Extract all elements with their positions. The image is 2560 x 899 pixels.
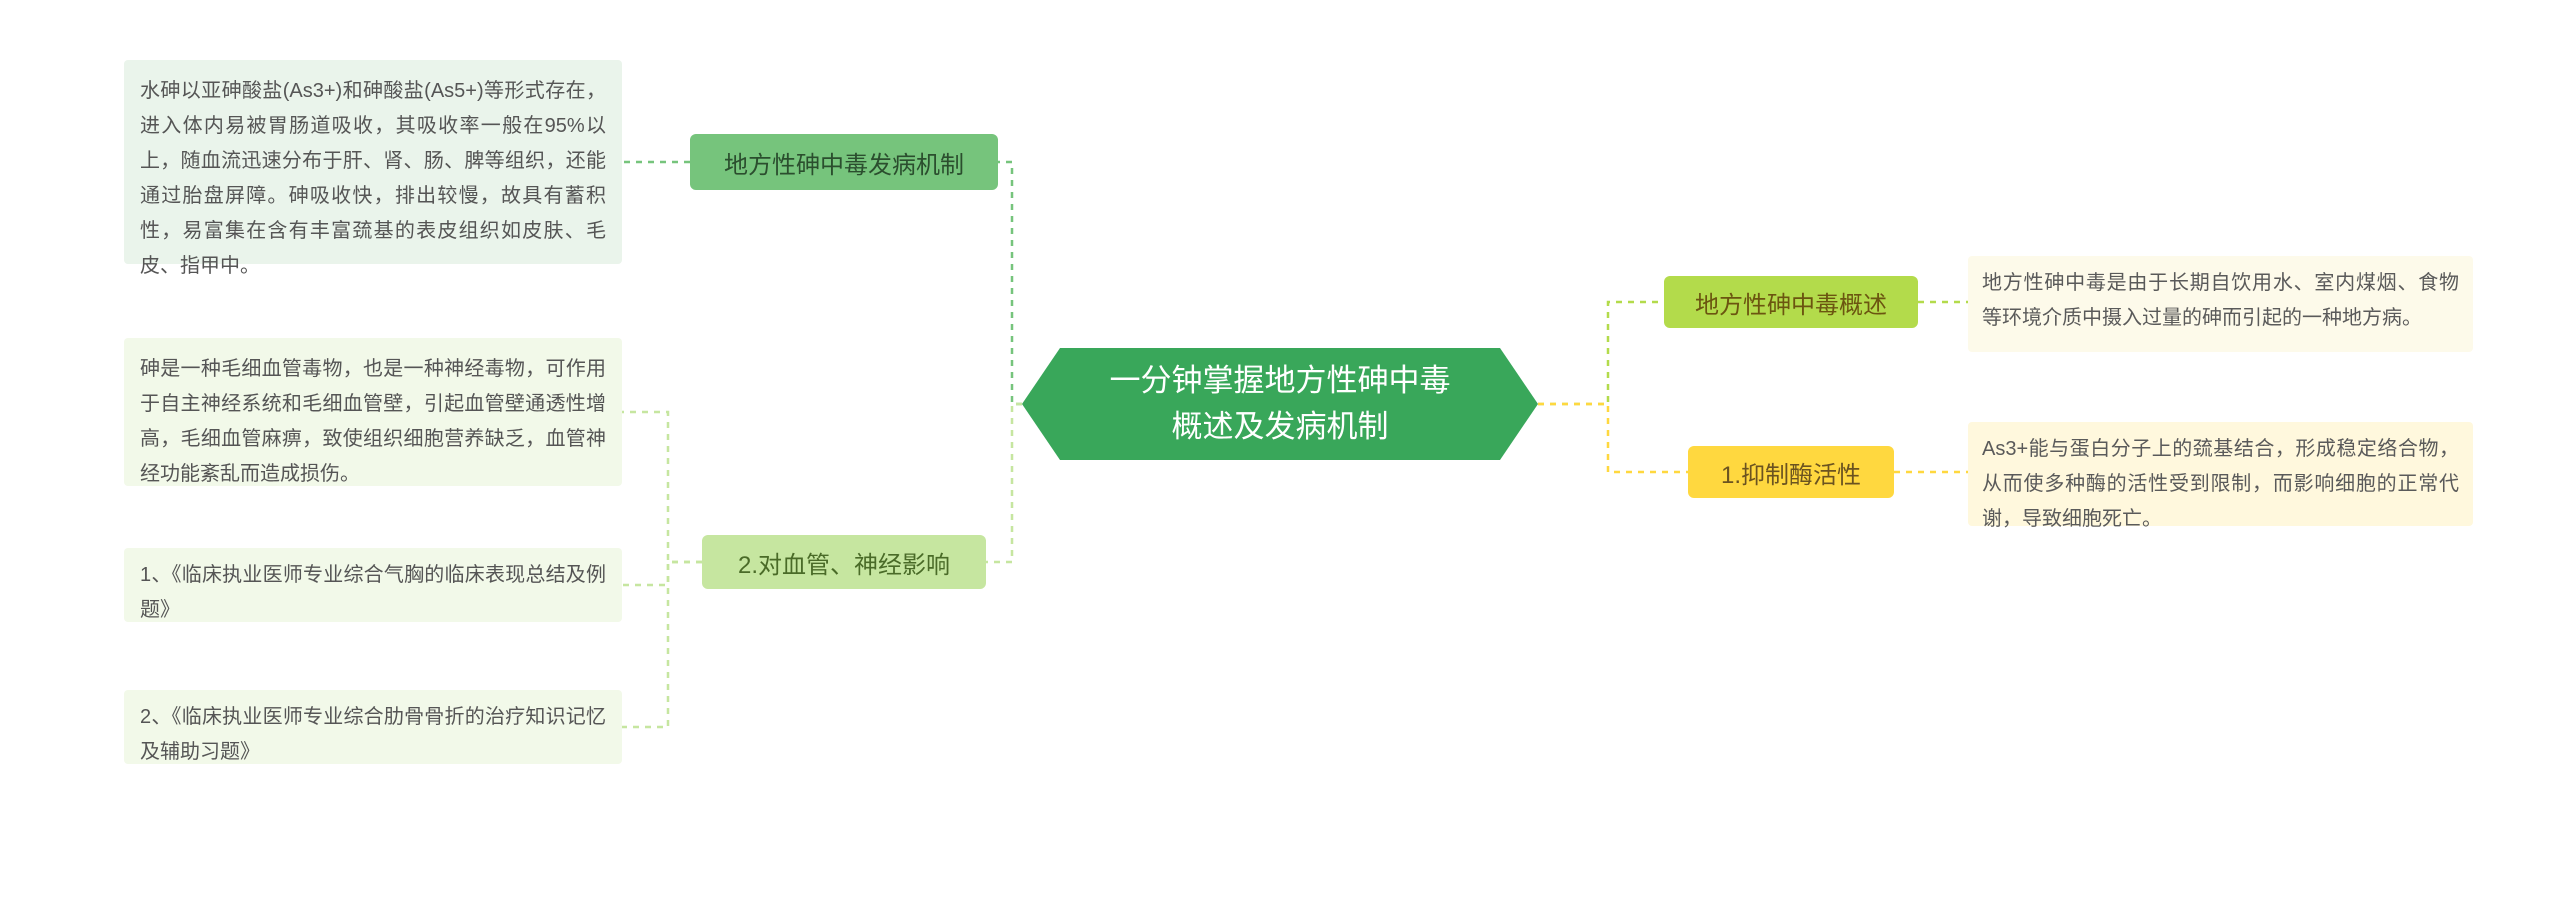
leaf-ref2-text: 2、《临床执业医师专业综合肋骨骨折的治疗知识记忆及辅助习题》 (140, 706, 606, 763)
root-node: 一分钟掌握地方性砷中毒 概述及发病机制 (1060, 348, 1500, 460)
leaf-absorption-desc: 水砷以亚砷酸盐(As3+)和砷酸盐(As5+)等形式存在，进入体内易被胃肠道吸收… (124, 60, 622, 264)
leaf-vascular-desc: 砷是一种毛细血管毒物，也是一种神经毒物，可作用于自主神经系统和毛细血管壁，引起血… (124, 338, 622, 486)
branch-mechanism-label: 地方性砷中毒发病机制 (724, 145, 964, 180)
branch-mechanism: 地方性砷中毒发病机制 (690, 134, 998, 190)
branch-overview: 地方性砷中毒概述 (1664, 276, 1918, 328)
branch-overview-label: 地方性砷中毒概述 (1695, 285, 1887, 320)
branch-enzyme-label: 1.抑制酶活性 (1721, 455, 1861, 490)
mindmap-canvas: 一分钟掌握地方性砷中毒 概述及发病机制 地方性砷中毒概述 地方性砷中毒是由于长期… (0, 0, 2560, 899)
leaf-ref2: 2、《临床执业医师专业综合肋骨骨折的治疗知识记忆及辅助习题》 (124, 690, 622, 764)
branch-enzyme: 1.抑制酶活性 (1688, 446, 1894, 498)
leaf-ref1-text: 1、《临床执业医师专业综合气胸的临床表现总结及例题》 (140, 564, 606, 621)
branch-vascular: 2.对血管、神经影响 (702, 535, 986, 589)
leaf-enzyme-desc: As3+能与蛋白分子上的巯基结合，形成稳定络合物，从而使多种酶的活性受到限制，而… (1968, 422, 2473, 526)
leaf-vascular-text: 砷是一种毛细血管毒物，也是一种神经毒物，可作用于自主神经系统和毛细血管壁，引起血… (140, 358, 606, 485)
root-label: 一分钟掌握地方性砷中毒 概述及发病机制 (1110, 358, 1451, 451)
leaf-enzyme-text: As3+能与蛋白分子上的巯基结合，形成稳定络合物，从而使多种酶的活性受到限制，而… (1982, 438, 2459, 530)
leaf-absorption-text: 水砷以亚砷酸盐(As3+)和砷酸盐(As5+)等形式存在，进入体内易被胃肠道吸收… (140, 80, 606, 277)
leaf-ref1: 1、《临床执业医师专业综合气胸的临床表现总结及例题》 (124, 548, 622, 622)
leaf-overview-desc: 地方性砷中毒是由于长期自饮用水、室内煤烟、食物等环境介质中摄入过量的砷而引起的一… (1968, 256, 2473, 352)
leaf-overview-text: 地方性砷中毒是由于长期自饮用水、室内煤烟、食物等环境介质中摄入过量的砷而引起的一… (1982, 272, 2459, 329)
branch-vascular-label: 2.对血管、神经影响 (738, 545, 950, 580)
